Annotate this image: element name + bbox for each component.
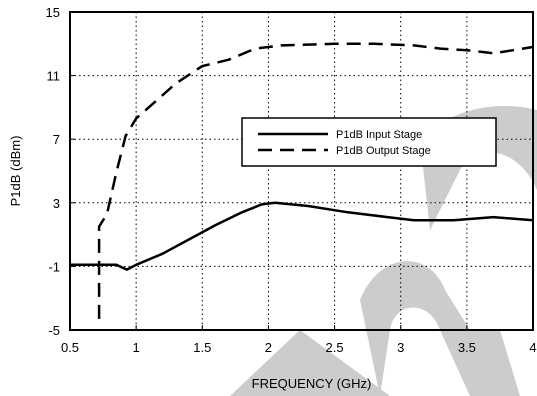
y-axis-label: P1dB (dBm)	[8, 136, 23, 207]
y-tick-label: 11	[47, 69, 61, 84]
x-tick-label: 2	[265, 340, 272, 355]
y-tick-label: 7	[53, 132, 60, 147]
legend-label: P1dB Input Stage	[336, 129, 422, 141]
y-tick-label: -1	[48, 259, 60, 274]
x-tick-label: 3	[397, 340, 404, 355]
x-tick-label: 2.5	[326, 340, 344, 355]
legend-box	[241, 117, 497, 167]
x-tick-label: 4	[529, 340, 536, 355]
x-tick-label: 0.5	[61, 340, 79, 355]
series-line	[97, 42, 534, 319]
series-layer	[70, 42, 534, 319]
x-tick-label: 1.5	[193, 340, 211, 355]
plot-frame	[69, 11, 534, 331]
watermark-stroke	[360, 261, 520, 396]
y-tick-label: -5	[48, 323, 60, 338]
x-tick-label: 3.5	[458, 340, 476, 355]
axis-ticks: 0.5 1 1.5 2 2.5 3 3.5 4 15 11 7 3 -1 -5	[46, 5, 537, 355]
x-tick-label: 1	[133, 340, 140, 355]
y-tick-label: 15	[46, 5, 60, 20]
legend: P1dB Input Stage P1dB Output Stage	[241, 117, 497, 167]
y-tick-label: 3	[53, 196, 60, 211]
legend-label: P1dB Output Stage	[336, 145, 431, 157]
x-axis-label: FREQUENCY (GHz)	[252, 376, 372, 391]
series-line	[70, 201, 534, 271]
grid-lines	[70, 12, 533, 330]
watermark-stroke	[230, 330, 390, 396]
